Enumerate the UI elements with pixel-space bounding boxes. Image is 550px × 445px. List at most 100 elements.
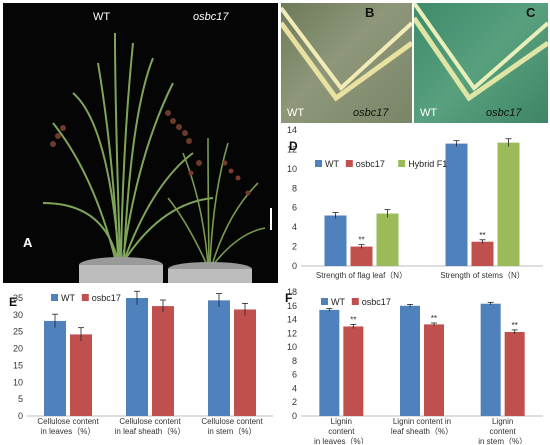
y-tick-label: 6 xyxy=(292,370,297,380)
wt-plant xyxy=(42,32,214,259)
leaf-fold-illustration-b xyxy=(281,6,412,102)
bar-osbc17 xyxy=(424,324,444,416)
bar-hybrid-f1 xyxy=(497,142,520,266)
bar-osbc17 xyxy=(152,306,174,416)
bar-osbc17 xyxy=(504,331,525,416)
legend-swatch xyxy=(51,294,58,301)
category-label: content xyxy=(490,427,517,436)
bar-osbc17 xyxy=(471,241,494,266)
bar-wt xyxy=(126,298,148,416)
y-tick-label: 10 xyxy=(287,342,297,352)
category-label: Cellulose content xyxy=(37,417,99,426)
legend-swatch xyxy=(345,160,353,167)
y-tick-label: 5 xyxy=(18,394,23,404)
legend-swatch xyxy=(321,298,328,305)
y-tick-label: 12 xyxy=(287,144,297,154)
bar-wt xyxy=(319,309,340,416)
significance-label: ** xyxy=(512,321,518,330)
category-label: in leaves（%） xyxy=(41,427,96,436)
panel-a-mutant-label: osbc17 xyxy=(193,11,229,23)
leaf-fold-illustration-c xyxy=(414,3,548,102)
category-label: content xyxy=(328,427,355,436)
legend-swatch xyxy=(351,298,359,305)
panel-c-letter: C xyxy=(526,5,536,20)
panel-b-mutant-label: osbc17 xyxy=(353,107,389,119)
y-tick-label: 16 xyxy=(287,301,297,311)
significance-label: ** xyxy=(479,231,485,240)
legend-label: osbc17 xyxy=(356,159,385,169)
y-tick-label: 35 xyxy=(13,293,23,303)
y-tick-label: 0 xyxy=(18,411,23,421)
chart-f-letter: F xyxy=(285,291,292,305)
category-label: Strength of flag leaf（N） xyxy=(316,271,407,280)
bar-osbc17 xyxy=(350,246,373,266)
wt-panicles xyxy=(50,110,202,166)
mutant-plant xyxy=(167,137,266,266)
legend-swatch xyxy=(315,160,322,167)
wt-pot-body xyxy=(79,265,163,283)
bar-osbc17 xyxy=(234,309,256,416)
panel-a-letter: A xyxy=(23,235,33,250)
bar-wt xyxy=(445,143,468,266)
panel-c-wt-label: WT xyxy=(420,107,438,119)
significance-label: ** xyxy=(350,315,356,324)
bar-osbc17 xyxy=(343,326,364,416)
category-label: in stem（%） xyxy=(208,427,257,436)
bar-wt xyxy=(480,303,501,416)
category-label: leaf sheath（%） xyxy=(391,427,453,436)
y-tick-label: 4 xyxy=(292,222,297,232)
category-label: in leaves（%） xyxy=(314,437,369,444)
y-tick-label: 8 xyxy=(292,183,297,193)
category-label: Cellulose content xyxy=(201,417,263,426)
legend-label: WT xyxy=(61,293,75,303)
y-tick-label: 14 xyxy=(287,125,297,135)
y-tick-label: 0 xyxy=(292,261,297,271)
legend-label: Hybrid F1 xyxy=(408,159,447,169)
y-tick-label: 25 xyxy=(13,327,23,337)
legend-swatch xyxy=(81,294,89,301)
bar-wt xyxy=(208,300,230,416)
y-tick-label: 30 xyxy=(13,310,23,320)
bar-wt xyxy=(324,215,347,266)
category-label: Lignin xyxy=(492,417,513,426)
legend-label: WT xyxy=(325,159,339,169)
bar-wt xyxy=(44,320,66,416)
y-tick-label: 14 xyxy=(287,315,297,325)
y-tick-label: 2 xyxy=(292,397,297,407)
y-tick-label: 4 xyxy=(292,383,297,393)
panel-b-wt-label: WT xyxy=(287,107,305,119)
category-label: Lignin content in xyxy=(393,417,451,426)
y-tick-label: 10 xyxy=(287,164,297,174)
photo-panel-c: C WT osbc17 xyxy=(414,3,548,123)
plant-illustration xyxy=(42,32,272,283)
bar-wt xyxy=(400,305,420,416)
panel-a-wt-label: WT xyxy=(93,11,111,23)
y-tick-label: 10 xyxy=(13,377,23,387)
legend-swatch xyxy=(398,160,406,167)
bar-hybrid-f1 xyxy=(376,213,399,266)
legend-label: WT xyxy=(331,297,345,307)
y-tick-label: 6 xyxy=(292,203,297,213)
panel-c-mutant-label: osbc17 xyxy=(486,107,522,119)
y-tick-label: 20 xyxy=(13,344,23,354)
photo-panel-b: B WT osbc17 xyxy=(281,3,412,123)
scale-bar xyxy=(270,208,272,230)
mutant-pot-body xyxy=(168,269,252,283)
chart-panel-d: D 0 2 4 6 8 10 12 14 ** Strength of flag leaf（N） **… xyxy=(287,125,543,280)
mutant-panicles xyxy=(188,160,251,196)
significance-label: ** xyxy=(358,236,364,245)
y-tick-label: 8 xyxy=(292,356,297,366)
chart-e-letter: E xyxy=(9,295,17,309)
y-tick-label: 0 xyxy=(292,411,297,421)
category-label: Strength of stems（N） xyxy=(440,271,524,280)
y-tick-label: 15 xyxy=(13,360,23,370)
significance-label: ** xyxy=(431,314,437,323)
chart-d-letter: D xyxy=(289,139,298,153)
photo-panel-a: WT osbc17 A xyxy=(3,3,278,283)
category-label: in leaf sheath（%） xyxy=(115,427,186,436)
y-tick-label: 18 xyxy=(287,287,297,297)
category-label: Cellulose content xyxy=(119,417,181,426)
panel-b-letter: B xyxy=(365,5,375,20)
